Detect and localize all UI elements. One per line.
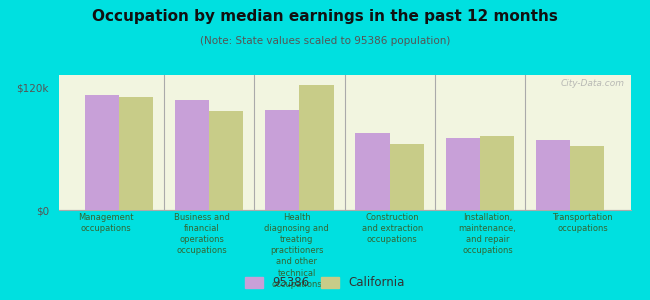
Bar [265, 110, 300, 210]
Text: Transportation
occupations: Transportation occupations [552, 213, 613, 233]
Bar [209, 111, 243, 210]
Text: (Note: State values scaled to 95386 population): (Note: State values scaled to 95386 popu… [200, 36, 450, 46]
Bar [356, 133, 389, 210]
Bar [536, 140, 570, 210]
Text: Health
diagnosing and
treating
practitioners
and other
technical
occupations: Health diagnosing and treating practitio… [265, 213, 329, 289]
Text: Business and
financial
operations
occupations: Business and financial operations occupa… [174, 213, 229, 255]
Bar [300, 85, 333, 210]
Bar [570, 146, 604, 210]
Text: Installation,
maintenance,
and repair
occupations: Installation, maintenance, and repair oc… [458, 213, 517, 255]
Legend: 95386, California: 95386, California [240, 272, 410, 294]
Text: Occupation by median earnings in the past 12 months: Occupation by median earnings in the pas… [92, 9, 558, 24]
Text: City-Data.com: City-Data.com [561, 79, 625, 88]
Bar [480, 136, 514, 210]
Text: Construction
and extraction
occupations: Construction and extraction occupations [361, 213, 422, 244]
Text: Management
occupations: Management occupations [79, 213, 134, 233]
Bar [175, 100, 209, 210]
Bar [389, 143, 424, 210]
Bar [446, 138, 480, 210]
Bar [84, 95, 119, 210]
Bar [119, 98, 153, 210]
